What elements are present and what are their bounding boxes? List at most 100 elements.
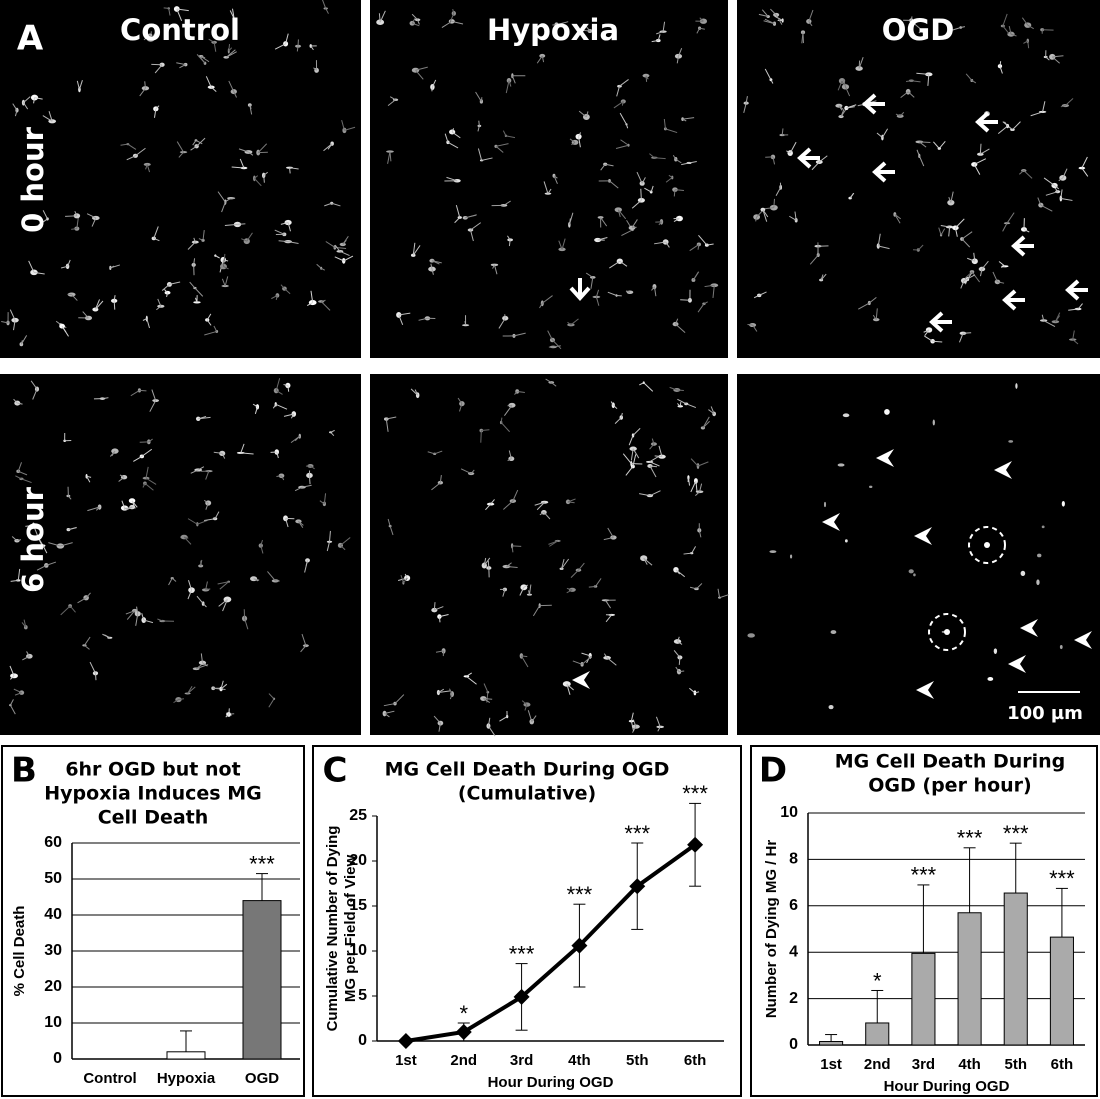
cell-process — [412, 22, 420, 27]
cell-process — [449, 13, 455, 24]
cell-process — [681, 162, 690, 166]
cell — [932, 419, 935, 426]
cell-process — [205, 588, 211, 591]
cell-process — [263, 171, 268, 176]
cell-process — [1010, 33, 1017, 37]
cell-process — [263, 175, 265, 183]
cell — [1036, 579, 1040, 586]
cell-process — [609, 260, 621, 269]
cell-process — [431, 79, 437, 88]
cell-process — [641, 177, 646, 184]
cell-process — [193, 258, 196, 265]
cell-process — [120, 143, 128, 146]
cell-process — [980, 148, 990, 155]
cell-process — [981, 260, 989, 270]
cell-process — [202, 603, 207, 608]
cell-process — [94, 673, 97, 681]
marker — [687, 836, 704, 853]
cell-process — [287, 222, 291, 232]
cell-process — [228, 80, 235, 92]
cell-process — [310, 290, 314, 303]
cell-process — [470, 222, 482, 231]
cell-process — [483, 557, 487, 566]
y-tick-label: 2 — [789, 990, 798, 1007]
cell-process — [42, 115, 53, 122]
cell-process — [649, 153, 655, 159]
cell-process — [189, 281, 196, 289]
dying-cell — [944, 629, 950, 635]
cell-process — [504, 314, 506, 319]
cell-process — [752, 324, 758, 332]
cell-process — [17, 462, 22, 472]
cell-process — [225, 714, 230, 718]
cell — [1020, 570, 1026, 577]
cell-process — [213, 451, 223, 454]
cell-process — [224, 223, 238, 226]
arrow — [975, 111, 990, 133]
cell-process — [12, 103, 18, 111]
cell-process — [689, 586, 697, 590]
cell-process — [289, 167, 299, 170]
cell-process — [704, 284, 715, 288]
cell-process — [452, 8, 455, 14]
cell-process — [298, 520, 304, 526]
cell-process — [149, 400, 157, 412]
cell — [869, 485, 873, 488]
cell-process — [971, 80, 977, 84]
cell-process — [999, 65, 1003, 74]
cell-process — [178, 151, 184, 158]
cell-process — [220, 683, 228, 690]
cell-process — [118, 476, 125, 482]
cell-process — [820, 273, 827, 281]
cell-process — [310, 45, 314, 51]
y-tick-label: 10 — [44, 1014, 62, 1031]
y-tick-label: 5 — [358, 987, 367, 1004]
y-tick-label: 20 — [44, 978, 62, 995]
cell-process — [89, 661, 96, 674]
cell-process — [449, 688, 453, 695]
cell-process — [276, 475, 282, 477]
cell-process — [222, 253, 226, 267]
cell-process — [541, 295, 553, 304]
cell-process — [411, 17, 416, 24]
cell-process — [205, 76, 212, 88]
cell-process — [439, 475, 442, 483]
cell-process — [1002, 25, 1010, 34]
x-tick-label: 5th — [1005, 1056, 1028, 1073]
cell-process — [657, 34, 661, 41]
cell-process — [662, 21, 666, 32]
cell-process — [845, 86, 851, 97]
cell-process — [206, 319, 212, 326]
y-tick-label: 4 — [789, 943, 798, 960]
cell-process — [877, 233, 881, 247]
cell-process — [410, 388, 419, 396]
cell-process — [67, 495, 72, 500]
cell-process — [183, 536, 192, 545]
cell-process — [1, 321, 9, 324]
cell-process — [412, 245, 421, 256]
cell-process — [548, 540, 558, 545]
cell-process — [910, 16, 913, 21]
cell-process — [254, 406, 258, 414]
cell-process — [316, 263, 322, 269]
cell-process — [649, 490, 661, 497]
cell-process — [339, 250, 350, 257]
cell-process — [68, 527, 77, 531]
cell-process — [427, 451, 435, 455]
micrograph — [737, 0, 1100, 358]
cell-process — [523, 584, 528, 588]
cell-process — [558, 240, 563, 250]
cell-process — [301, 484, 312, 488]
cell-process — [387, 151, 391, 164]
cell — [747, 633, 755, 638]
column-label: Control — [120, 13, 240, 47]
cell-process — [329, 530, 331, 542]
cell-process — [157, 618, 163, 622]
cell-process — [770, 8, 777, 16]
cell-process — [675, 158, 682, 164]
cell-process — [753, 294, 760, 299]
cell-process — [151, 389, 157, 401]
cell-process — [487, 560, 490, 569]
cell-process — [253, 578, 260, 581]
cell-process — [808, 21, 813, 27]
